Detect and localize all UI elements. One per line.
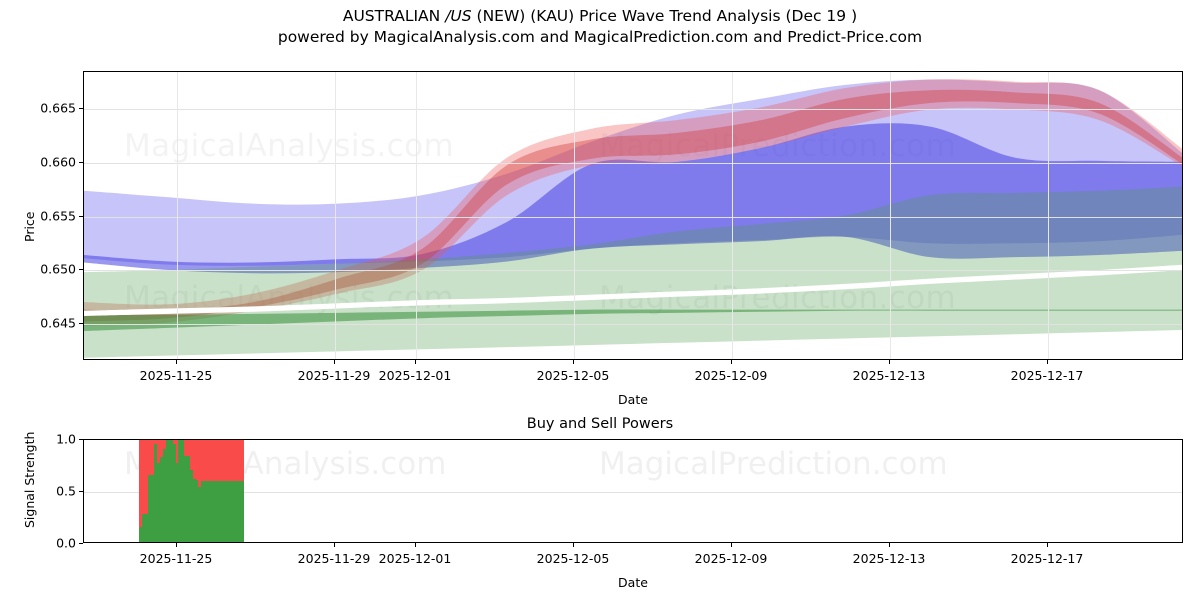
chart-title: AUSTRALIAN /US (NEW) (KAU) Price Wave Tr… [0,6,1200,27]
price-x-tick: 2025-12-05 [536,368,610,383]
buy-power-segment [201,480,245,542]
price-gridline [84,162,1182,164]
bar-x-tick: 2025-12-17 [1010,551,1084,566]
page-title: AUSTRALIAN /US (NEW) (KAU) Price Wave Tr… [0,6,1200,48]
price-vgridline [732,72,733,359]
price-x-tick: 2025-11-29 [297,368,371,383]
bar-y-tick: 0.0 [56,535,76,551]
bar-x-tick: 2025-12-09 [694,551,768,566]
bar-x-tick: 2025-11-25 [139,551,213,566]
bar-y-tick-mark [79,543,83,544]
band-green-inner-band [84,309,1182,332]
bar-y-tick: 0.5 [56,483,76,499]
bar-x-tick-mark [889,543,890,547]
price-x-tick-mark [334,360,335,364]
buy-sell-x-axis-title: Date [618,575,648,590]
band-white-separator-line [84,264,1182,317]
price-y-tick-mark [79,108,83,110]
bar-x-tick: 2025-11-29 [297,551,371,566]
bar-x-tick: 2025-12-13 [852,551,926,566]
buy-sell-powers-panel: Buy and Sell Powers Signal Strength 0.0 0… [0,410,1200,600]
price-y-tick: 0.655 [40,208,76,223]
price-y-tick: 0.660 [40,154,76,170]
price-y-tick-mark [79,322,83,324]
band-blue-inner-band [84,123,1182,274]
band-red-inner-band [84,89,1182,322]
price-y-tick: 0.645 [40,315,76,331]
price-x-tick-mark [415,360,416,364]
sell-power-segment [201,440,245,481]
buy-sell-title: Buy and Sell Powers [526,416,674,432]
price-gridline [84,216,1182,218]
price-x-tick-mark [573,360,574,364]
bar-gridline [84,492,1182,493]
price-x-tick: 2025-12-13 [852,368,926,383]
bar-x-tick: 2025-12-01 [378,551,452,566]
bar-x-tick-mark [415,543,416,547]
price-x-tick: 2025-12-09 [694,368,768,383]
price-y-tick-mark [79,161,83,163]
bar-y-tick-mark [79,491,83,492]
price-vgridline [574,72,575,359]
bar-x-tick-mark [1047,543,1048,547]
price-x-axis-title: Date [618,392,648,407]
bar-x-tick-mark [334,543,335,547]
signal-strength-axis-title: Signal Strength [22,431,37,528]
band-red-outer-band [84,79,1182,326]
price-y-tick-mark [79,269,83,271]
title-italic: /US [445,7,472,25]
price-vgridline [1048,72,1049,359]
bar-x-tick-mark [731,543,732,547]
price-vgridline [177,72,178,359]
chart-subtitle: powered by MagicalAnalysis.com and Magic… [277,28,923,46]
title-prefix: AUSTRALIAN [342,7,446,25]
buy-sell-plot-area: MagicalAnalysis.com MagicalPrediction.co… [83,439,1183,543]
price-gridline [84,270,1182,272]
price-y-tick: 0.650 [40,261,76,277]
price-vgridline [335,72,336,359]
price-x-tick-mark [1047,360,1048,364]
price-axis-title: Price [22,211,37,243]
stacked-bar[interactable] [201,440,245,542]
price-x-tick: 2025-12-17 [1010,368,1084,383]
price-gridline [84,323,1182,325]
price-gridline [84,109,1182,111]
price-x-tick: 2025-11-25 [139,368,213,383]
bar-x-tick-mark [573,543,574,547]
price-vgridline [416,72,417,359]
bar-y-tick: 1.0 [56,431,76,447]
price-y-tick: 0.665 [40,100,76,116]
price-wave-panel: Price 0.645 0.650 0.655 0.660 0.665 2025-11-… [22,71,1183,407]
price-band-svg [84,79,1182,358]
price-x-tick-mark [731,360,732,364]
price-x-tick-mark [889,360,890,364]
price-x-tick: 2025-12-01 [378,368,452,383]
price-plot-area: MagicalAnalysis.com MagicalAnalysis.com … [83,71,1183,360]
price-x-tick-mark [176,360,177,364]
title-suffix: (NEW) (KAU) Price Wave Trend Analysis (D… [471,7,858,25]
bar-x-tick: 2025-12-05 [536,551,610,566]
bar-x-tick-mark [176,543,177,547]
price-y-tick-mark [79,215,83,217]
price-vgridline [890,72,891,359]
watermark-prediction-bar: MagicalPrediction.com [599,446,948,482]
bar-y-tick-mark [79,439,83,440]
